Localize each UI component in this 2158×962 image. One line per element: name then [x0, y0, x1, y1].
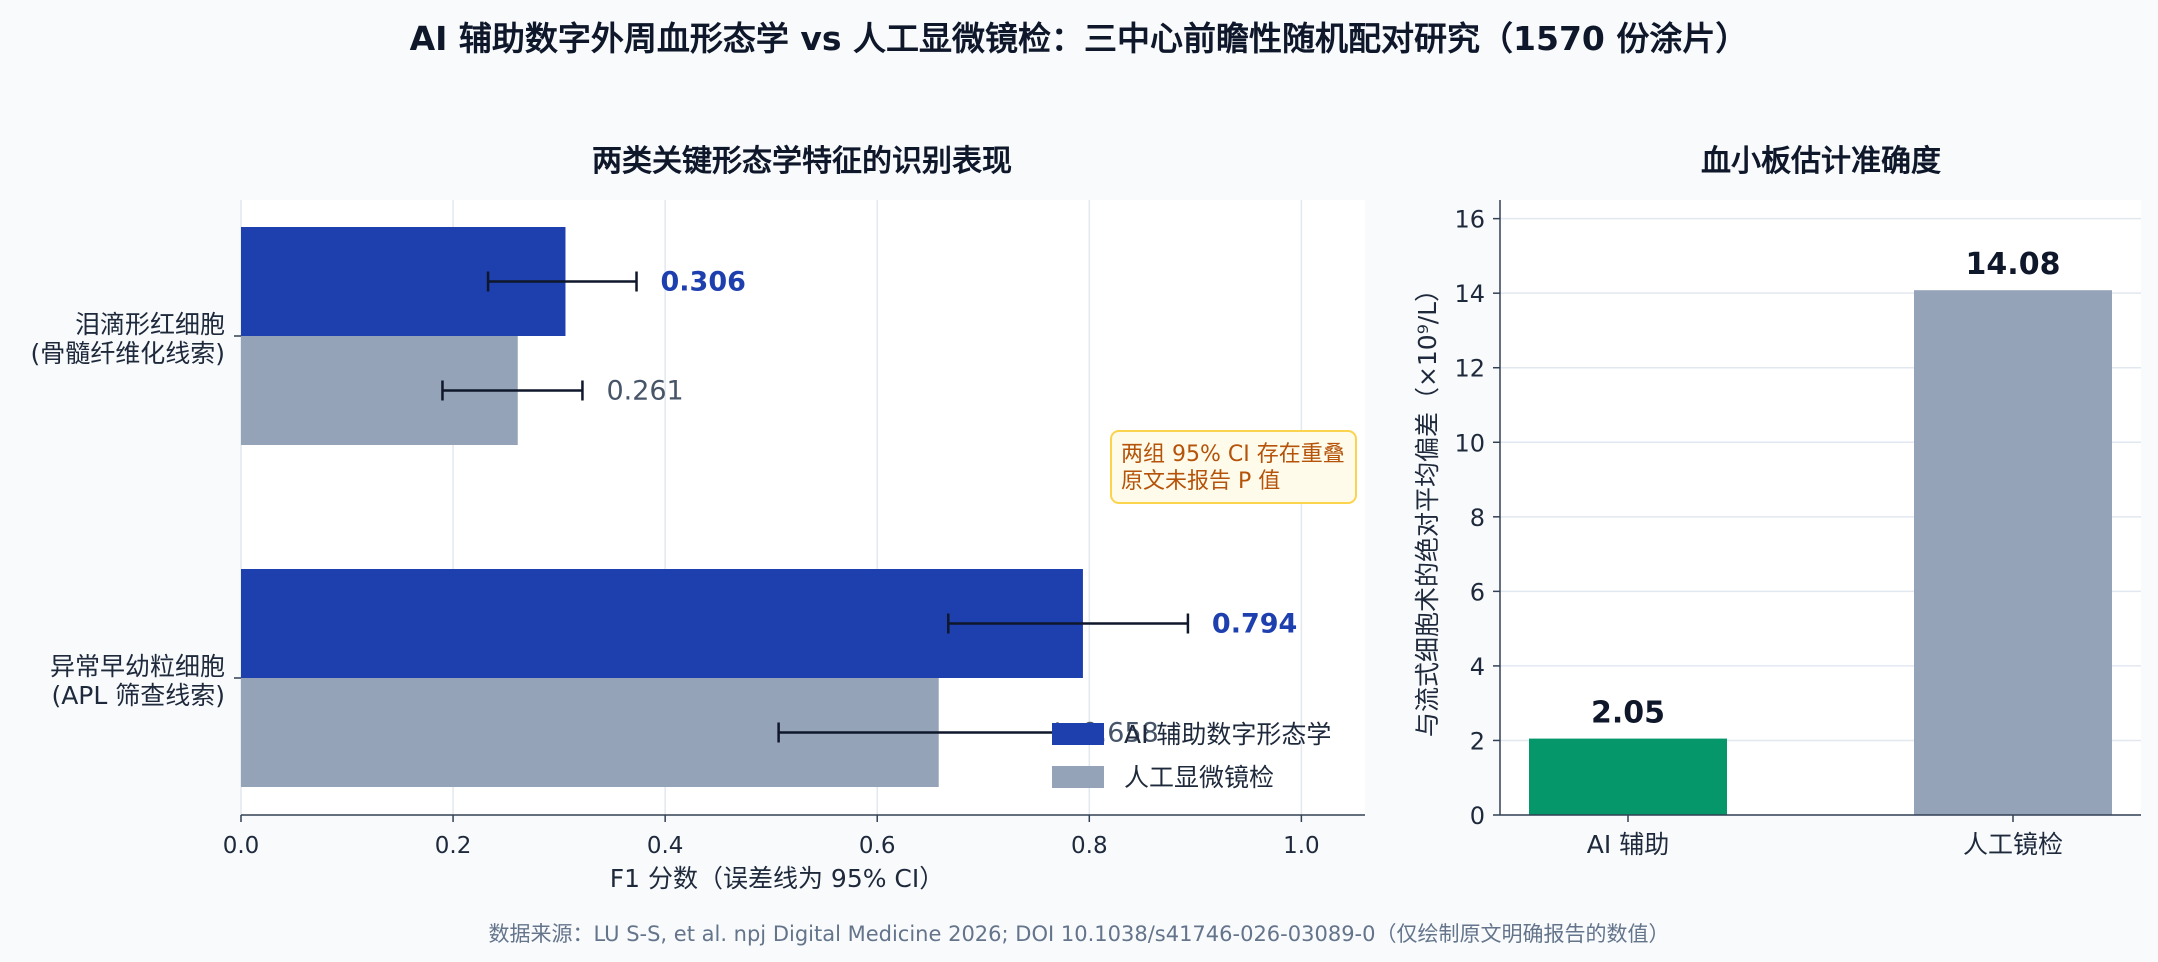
f1-value-label: 0.794: [1212, 609, 1297, 640]
platelet-value-label: 14.08: [1966, 247, 2061, 282]
f1-category-label: 泪滴形红细胞: [75, 310, 225, 339]
platelet-chart-title: 血小板估计准确度: [1701, 144, 1941, 179]
f1-axes: 0.0 0.2 0.4 0.6 0.8 1.0 泪滴形红细胞(骨髓纤维化线索) 异常早幼粒细胞…: [30, 310, 1365, 859]
annotation-box: [1110, 430, 1357, 504]
overlap-annotation: 两组 95% CI 存在重叠 原文未报告 P 值: [1110, 430, 1357, 504]
f1-x-tick-label: 1.0: [1283, 833, 1320, 859]
legend-swatch-ai: [1052, 723, 1104, 745]
platelet-y-tick-label: 16: [1454, 206, 1485, 234]
f1-value-label: 0.261: [606, 376, 683, 407]
f1-x-tick-label: 0.6: [859, 833, 896, 859]
platelet-axes: 0 2 4 6 8 10 12 14 16 AI 辅助 人工镜检: [1454, 200, 2141, 859]
f1-category-label: 异常早幼粒细胞: [50, 652, 225, 681]
f1-legend: AI 辅助数字形态学 人工显微镜检: [1052, 720, 1331, 792]
platelet-bar-manual: [1914, 290, 2112, 815]
platelet-y-tick-label: 14: [1454, 280, 1485, 308]
f1-x-tick-label: 0.0: [223, 833, 260, 859]
platelet-category-label: AI 辅助: [1587, 830, 1669, 859]
platelet-value-label: 2.05: [1591, 696, 1665, 731]
platelet-y-tick-label: 2: [1470, 727, 1485, 755]
legend-swatch-manual: [1052, 766, 1104, 788]
annotation-line-1: 两组 95% CI 存在重叠: [1121, 442, 1345, 467]
platelet-y-tick-label: 8: [1470, 504, 1485, 532]
platelet-y-tick-label: 12: [1454, 355, 1485, 383]
f1-category-sublabel: (骨髓纤维化线索): [30, 339, 225, 368]
platelet-category-label: 人工镜检: [1963, 830, 2063, 859]
f1-chart-title: 两类关键形态学特征的识别表现: [592, 144, 1012, 179]
annotation-line-2: 原文未报告 P 值: [1121, 469, 1280, 494]
f1-category-sublabel: (APL 筛查线索): [51, 681, 225, 710]
legend-label-manual: 人工显微镜检: [1124, 763, 1274, 792]
page-title: AI 辅助数字外周血形态学 vs 人工显微镜检：三中心前瞻性随机配对研究（157…: [409, 19, 1749, 58]
platelet-y-tick-label: 4: [1470, 653, 1485, 681]
platelet-chart-panel: 血小板估计准确度 2.05 14.08 0 2 4 6 8 10 12 14 16 AI 辅助 人工镜…: [1413, 144, 2141, 859]
platelet-bar-ai: [1529, 738, 1727, 815]
platelet-y-tick-label: 6: [1470, 578, 1485, 606]
f1-x-tick-label: 0.2: [435, 833, 472, 859]
f1-bar-ai: [241, 569, 1083, 678]
f1-x-axis-label: F1 分数（误差线为 95% CI）: [610, 864, 945, 893]
data-source-note: 数据来源：LU S-S, et al. npj Digital Medicine…: [488, 922, 1670, 946]
f1-x-tick-label: 0.4: [647, 833, 684, 859]
platelet-y-axis-label: 与流式细胞术的绝对平均偏差（×10⁹/L）: [1413, 277, 1442, 737]
legend-label-ai: AI 辅助数字形态学: [1124, 720, 1331, 749]
platelet-bars: 2.05 14.08: [1529, 247, 2112, 815]
f1-value-label: 0.306: [661, 267, 746, 298]
platelet-y-tick-label: 10: [1454, 429, 1485, 457]
f1-x-tick-label: 0.8: [1071, 833, 1108, 859]
platelet-y-tick-label: 0: [1470, 802, 1485, 830]
